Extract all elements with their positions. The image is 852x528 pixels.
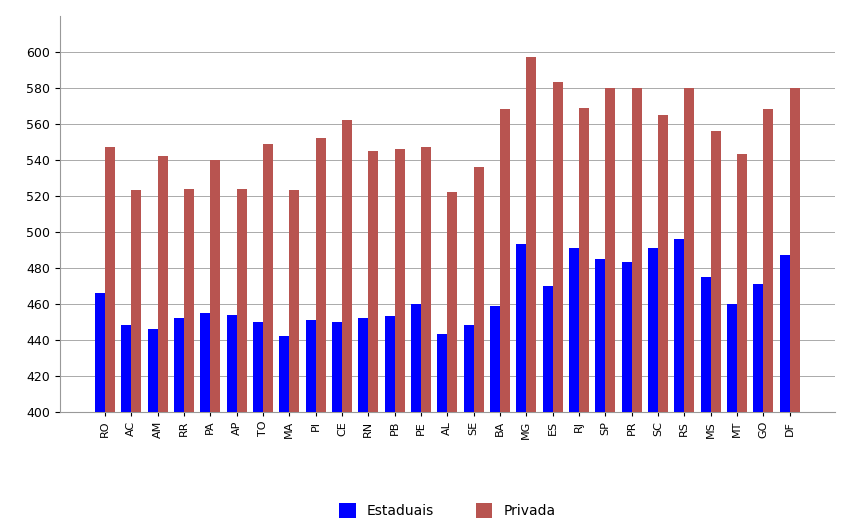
Bar: [711, 131, 721, 528]
Bar: [184, 188, 194, 528]
Bar: [174, 318, 184, 528]
Bar: [631, 88, 642, 528]
Bar: [780, 255, 790, 528]
Bar: [437, 334, 447, 528]
Bar: [411, 304, 421, 528]
Bar: [605, 88, 615, 528]
Bar: [648, 248, 658, 528]
Bar: [200, 313, 210, 528]
Bar: [95, 293, 105, 528]
Bar: [543, 286, 553, 528]
Bar: [753, 284, 763, 528]
Bar: [658, 115, 668, 528]
Bar: [421, 147, 431, 528]
Bar: [384, 316, 394, 528]
Bar: [763, 109, 774, 528]
Bar: [315, 138, 325, 528]
Bar: [516, 244, 527, 528]
Bar: [569, 248, 579, 528]
Bar: [622, 262, 631, 528]
Bar: [147, 329, 158, 528]
Bar: [790, 88, 800, 528]
Bar: [447, 192, 458, 528]
Bar: [263, 144, 273, 528]
Bar: [306, 320, 315, 528]
Bar: [684, 88, 694, 528]
Bar: [474, 167, 484, 528]
Bar: [279, 336, 290, 528]
Bar: [121, 325, 131, 528]
Bar: [700, 277, 711, 528]
Bar: [596, 259, 605, 528]
Legend: Estaduais, Privada: Estaduais, Privada: [333, 498, 561, 524]
Bar: [500, 109, 510, 528]
Bar: [394, 149, 405, 528]
Bar: [105, 147, 115, 528]
Bar: [253, 322, 263, 528]
Bar: [527, 57, 536, 528]
Bar: [737, 155, 747, 528]
Bar: [579, 108, 589, 528]
Bar: [237, 188, 246, 528]
Bar: [290, 191, 299, 528]
Bar: [553, 82, 562, 528]
Bar: [359, 318, 368, 528]
Bar: [342, 120, 352, 528]
Bar: [727, 304, 737, 528]
Bar: [674, 239, 684, 528]
Bar: [463, 325, 474, 528]
Bar: [227, 315, 237, 528]
Bar: [158, 156, 168, 528]
Bar: [368, 151, 378, 528]
Bar: [490, 306, 500, 528]
Bar: [131, 191, 141, 528]
Bar: [210, 160, 221, 528]
Bar: [332, 322, 342, 528]
